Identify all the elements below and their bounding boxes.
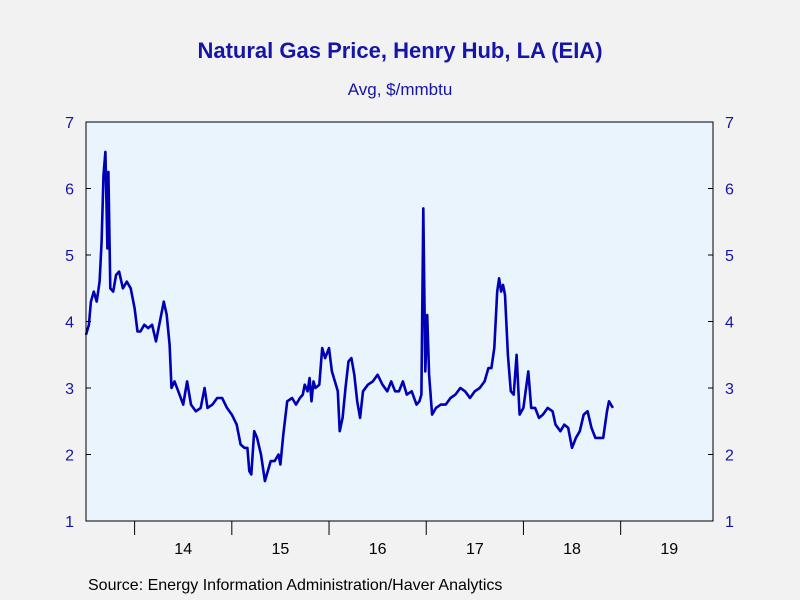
chart-subtitle: Avg, $/mmbtu [347,80,453,99]
y-tick-label-left: 7 [65,115,74,132]
y-tick-label-right: 1 [725,514,734,531]
plot-area [86,122,713,521]
chart-title: Natural Gas Price, Henry Hub, LA (EIA) [197,38,603,63]
y-tick-label-right: 3 [725,381,734,398]
y-tick-label-left: 1 [65,514,74,531]
y-tick-label-left: 4 [65,315,74,332]
x-tick-label: 15 [272,541,290,558]
y-tick-label-right: 4 [725,315,734,332]
x-axis: 14 15 16 17 18 19 [134,521,678,558]
y-tick-label-right: 2 [725,448,734,465]
x-tick-label: 16 [369,541,387,558]
x-tick-label: 19 [660,541,678,558]
y-tick-label-left: 5 [65,248,74,265]
y-tick-label-left: 2 [65,448,74,465]
series-line [84,150,615,483]
x-tick-label: 18 [563,541,581,558]
y-tick-label-left: 3 [65,381,74,398]
y-tick-label-right: 6 [725,182,734,199]
y-tick-label-right: 5 [725,248,734,265]
plot-frame [85,121,714,522]
y-tick-label-left: 6 [65,182,74,199]
x-tick-label: 17 [466,541,484,558]
source-note: Source: Energy Information Administratio… [88,577,503,594]
x-tick-label: 14 [174,541,192,558]
y-tick-label-right: 7 [725,115,734,132]
